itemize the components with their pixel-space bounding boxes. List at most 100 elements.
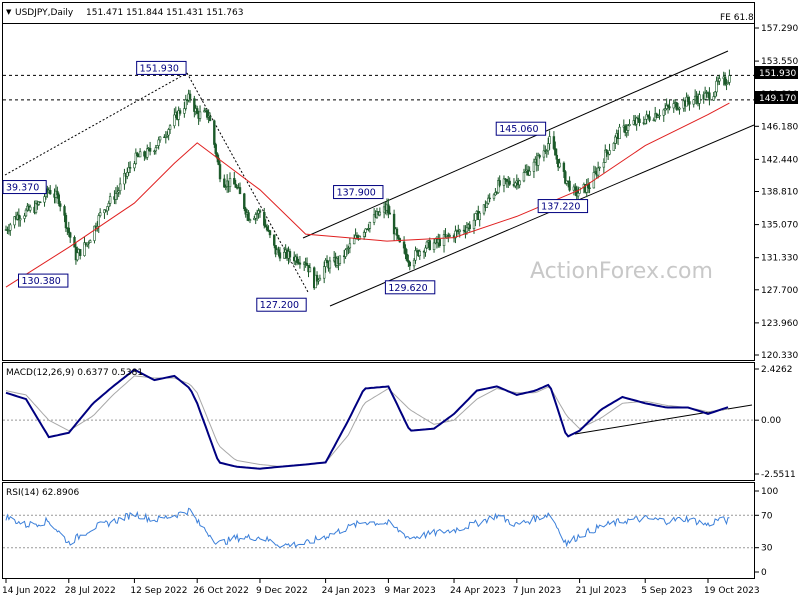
candle-body: [86, 242, 89, 245]
annotation-box: [136, 60, 187, 75]
channel-upper-line: [302, 50, 729, 239]
candle-body: [23, 215, 26, 219]
candle-body: [247, 212, 250, 222]
candle-body: [628, 124, 631, 126]
candle-body: [308, 267, 312, 273]
annotation-box: [537, 199, 589, 214]
x-axis-label: 19 Oct 2023: [704, 586, 760, 596]
price-header-symbol: USDJPY,Daily: [15, 8, 74, 18]
moving-average-line: [5, 102, 730, 288]
candle-body: [408, 261, 411, 267]
candle-body: [672, 103, 675, 109]
candle-body: [478, 212, 481, 221]
candle-body: [69, 232, 72, 238]
annotation-label: 129.620: [388, 283, 427, 294]
candle-body: [514, 182, 517, 187]
candle-body: [248, 219, 252, 222]
candle-body: [322, 266, 326, 279]
x-axis-label: 9 Mar 2023: [384, 586, 435, 596]
candle-body: [598, 166, 601, 169]
candle-body: [498, 180, 501, 186]
candle-body: [656, 115, 660, 118]
candle-body: [432, 242, 436, 250]
candle-body: [208, 115, 212, 122]
candle-body: [676, 108, 680, 111]
candle-body: [678, 107, 681, 110]
candle-body: [37, 201, 41, 205]
x-axis-label: 7 Jun 2023: [513, 586, 561, 596]
price-tag-upper: 151.930: [755, 66, 798, 79]
candle-body: [146, 148, 149, 158]
swing-annotations: 151.930 39.370 130.380 127.200 137.900 129.62…: [2, 60, 589, 312]
candle-body: [545, 150, 548, 152]
candle-body: [64, 215, 68, 229]
candle-body: [233, 178, 236, 185]
candle-body: [114, 193, 118, 200]
candle-body: [472, 219, 476, 229]
candle-body: [716, 80, 720, 83]
price-axis-label: 142.440: [761, 155, 798, 165]
candle-body: [458, 229, 461, 232]
candle-body: [644, 118, 647, 124]
candle-body: [177, 110, 180, 120]
candle-body: [184, 99, 187, 109]
candle-body: [726, 82, 730, 85]
candle-body: [117, 190, 120, 193]
candle-body: [278, 252, 282, 259]
annotation-box: [18, 273, 69, 288]
annotation-box: [256, 297, 307, 312]
candle-body: [107, 203, 110, 207]
candle-body: [558, 162, 561, 168]
rsi-axis-label: 0: [761, 568, 767, 578]
candle-body: [715, 80, 718, 93]
candle-body: [198, 111, 202, 119]
x-axis-label: 9 Dec 2022: [256, 586, 308, 596]
candle-body: [614, 136, 617, 144]
candle-body: [265, 226, 269, 231]
watermark: ActionForex.com: [530, 259, 713, 284]
candle-body: [474, 213, 477, 221]
candle-body: [298, 262, 302, 265]
candle-body: [442, 234, 446, 246]
candle-body: [407, 260, 410, 263]
candle-body: [344, 249, 347, 257]
annotation-box: [495, 121, 547, 136]
candle-body: [138, 151, 142, 158]
fe-label: FE 61.8: [720, 13, 754, 23]
candle-body: [253, 217, 256, 220]
price-axis-label: 146.180: [761, 122, 798, 132]
price-tag-lower-bg: [755, 91, 798, 104]
candle-body: [612, 143, 616, 151]
candle-body: [338, 255, 342, 264]
candle-body: [675, 102, 678, 110]
candle-body: [538, 155, 541, 158]
candle-body: [205, 110, 209, 118]
candle-body: [428, 240, 431, 250]
x-axis-label: 28 Jul 2022: [65, 586, 116, 596]
candle-body: [56, 190, 59, 196]
fib-projection-line: [4, 72, 188, 176]
candle-body: [703, 92, 707, 100]
candle-body: [604, 149, 607, 163]
candle-body: [156, 145, 159, 149]
candle-body: [283, 251, 286, 259]
macd-axis-label: 2.4262: [761, 365, 793, 375]
candle-body: [438, 239, 441, 246]
candle-body: [315, 274, 319, 282]
candle-body: [118, 183, 122, 192]
candle-body: [524, 170, 527, 173]
candle-body: [605, 149, 608, 153]
x-axis: 14 Jun 2022 28 Jul 2022 12 Sep 2022 26 Oct …: [2, 579, 760, 596]
candle-body: [93, 225, 96, 241]
price-axis-label: 138.810: [761, 188, 798, 198]
candle-body: [658, 114, 661, 117]
candle-body: [13, 216, 16, 226]
annotation-label: 127.200: [260, 300, 299, 311]
candle-body: [173, 114, 176, 127]
candle-body: [193, 98, 196, 112]
candle-body: [164, 135, 168, 138]
price-tag-upper-text: 151.930: [759, 69, 796, 79]
candle-body: [522, 172, 526, 182]
candle-body: [552, 136, 556, 149]
